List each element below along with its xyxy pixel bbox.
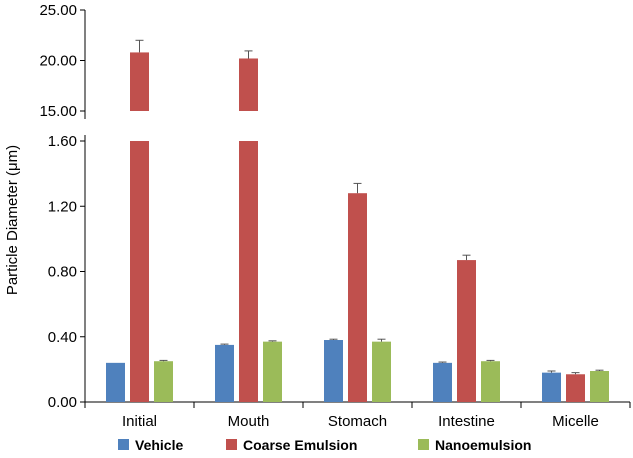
category-label: Initial xyxy=(122,413,157,430)
bar xyxy=(215,344,234,402)
y-tick-label: 25.00 xyxy=(39,2,77,19)
bar xyxy=(239,141,258,402)
category-label: Micelle xyxy=(552,413,599,430)
category-labels: Initial Mouth Stomach Intestine Micelle xyxy=(122,413,599,430)
y-tick-label: 0.80 xyxy=(48,264,77,281)
bar xyxy=(433,362,452,402)
bar xyxy=(130,52,149,111)
bar xyxy=(457,260,476,402)
bar xyxy=(481,361,500,402)
legend-label: Nanoemulsion xyxy=(435,437,531,453)
bar xyxy=(239,58,258,111)
legend: Vehicle Coarse Emulsion Nanoemulsion xyxy=(118,437,531,453)
bar xyxy=(106,362,125,402)
y-tick-label: 15.00 xyxy=(39,103,77,120)
y-tick-label: 1.20 xyxy=(48,198,77,215)
bars xyxy=(106,52,609,402)
legend-swatch xyxy=(226,439,237,450)
category-label: Mouth xyxy=(228,413,270,430)
bar xyxy=(372,341,391,402)
y-tick-label: 1.60 xyxy=(48,133,77,150)
y-tick-label: 0.00 xyxy=(48,394,77,411)
y-tick-label: 0.40 xyxy=(48,329,77,346)
bar xyxy=(566,374,585,402)
bar xyxy=(263,341,282,402)
bar xyxy=(590,371,609,402)
legend-swatch xyxy=(118,439,129,450)
y-tick-label: 20.00 xyxy=(39,53,77,70)
y-axis-title: Particle Diameter (μm) xyxy=(4,145,21,295)
tick-labels: 0.00 0.40 0.80 1.20 1.60 15.00 20.00 25.00 xyxy=(39,2,77,411)
error-bars xyxy=(135,39,604,375)
category-label: Intestine xyxy=(438,413,495,430)
bar xyxy=(542,372,561,402)
legend-swatch xyxy=(418,439,429,450)
legend-label: Vehicle xyxy=(135,437,183,453)
category-label: Stomach xyxy=(328,413,387,430)
bar xyxy=(154,361,173,402)
bar xyxy=(130,141,149,402)
bar xyxy=(324,340,343,402)
legend-label: Coarse Emulsion xyxy=(243,437,357,453)
bar xyxy=(348,193,367,402)
